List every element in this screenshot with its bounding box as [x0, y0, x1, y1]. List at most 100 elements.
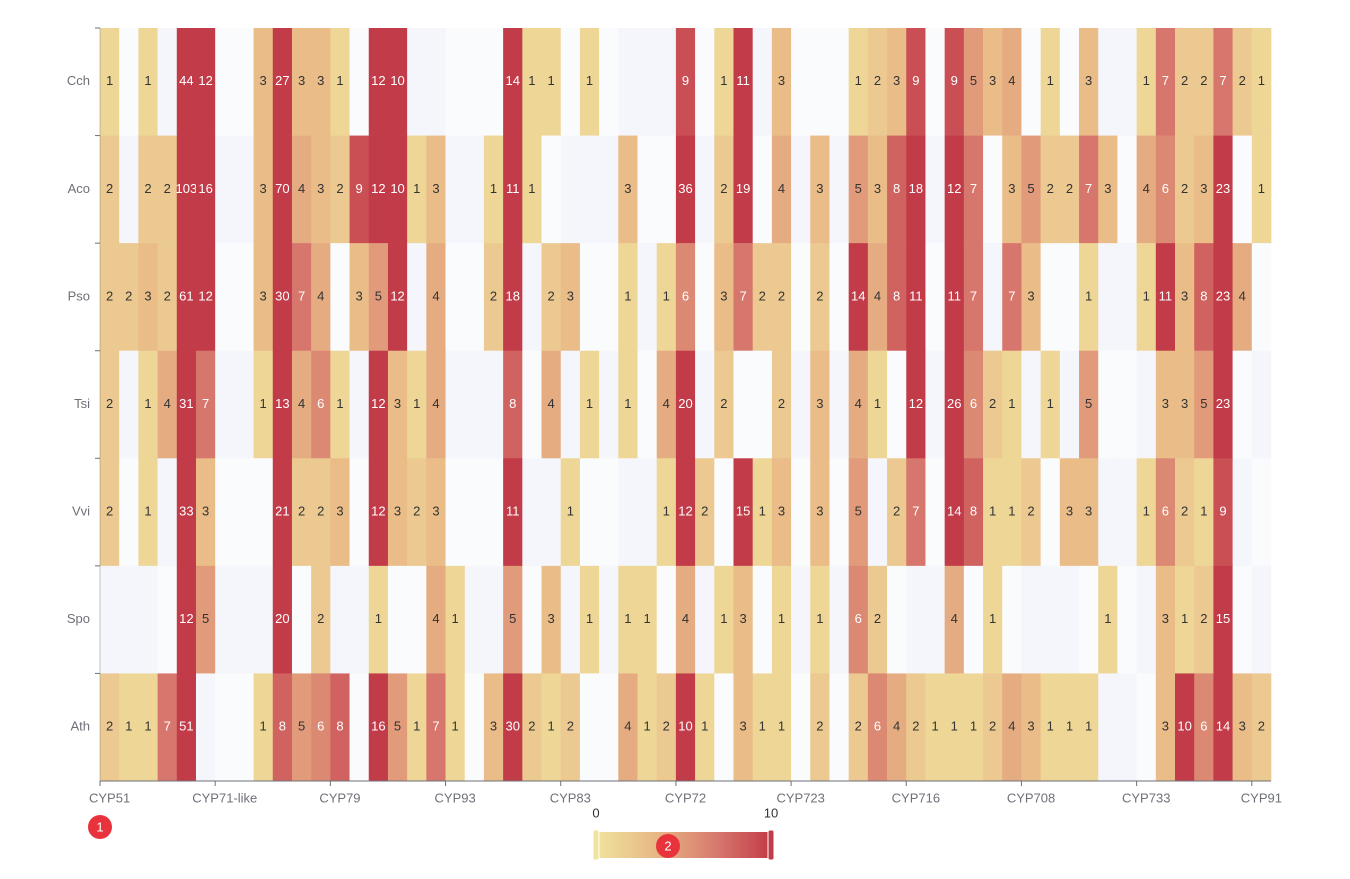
- heat-cell: [1175, 28, 1195, 136]
- heat-cell: [1136, 458, 1157, 567]
- empty-cell: [1098, 673, 1118, 782]
- cell-label: 1: [643, 719, 650, 734]
- x-tick-label: CYP79: [319, 790, 360, 805]
- cell-label: 1: [1181, 611, 1188, 626]
- cell-label: 12: [909, 396, 923, 411]
- heat-cell: [1213, 565, 1233, 674]
- heat-cell: [503, 673, 523, 782]
- cell-label: 5: [970, 73, 977, 88]
- cell-label: 3: [816, 504, 823, 519]
- cell-label: 1: [1008, 396, 1015, 411]
- heat-cell: [138, 28, 158, 136]
- cell-label: 1: [1008, 504, 1015, 519]
- cell-label: 1: [816, 611, 823, 626]
- cell-label: 1: [931, 719, 938, 734]
- empty-cell: [1117, 28, 1137, 136]
- heat-cell: [733, 243, 753, 352]
- cell-label: 9: [1219, 504, 1226, 519]
- heat-cell: [387, 458, 408, 567]
- empty-cell: [1251, 565, 1272, 674]
- cell-label: 5: [509, 611, 516, 626]
- empty-cell: [733, 350, 753, 459]
- heat-cell: [291, 458, 312, 567]
- cell-label: 1: [413, 181, 420, 196]
- heat-cell: [195, 458, 216, 567]
- heat-cell: [483, 673, 504, 782]
- empty-cell: [983, 135, 1003, 244]
- cell-label: 1: [1085, 288, 1092, 303]
- empty-cell: [1059, 350, 1080, 459]
- heat-cell: [253, 673, 274, 782]
- heat-cell: [944, 28, 965, 136]
- heat-cell: [867, 28, 888, 136]
- heat-cell: [291, 28, 312, 136]
- heat-cell: [176, 673, 197, 782]
- heat-cell: [1021, 135, 1041, 244]
- empty-cell: [829, 458, 849, 567]
- y-tick-label: Aco: [68, 181, 90, 196]
- heat-cell: [1002, 458, 1022, 567]
- heat-cell: [1079, 135, 1099, 244]
- cell-label: 2: [106, 181, 113, 196]
- heat-cell: [272, 28, 293, 136]
- heat-cell: [407, 350, 427, 459]
- cell-label: 2: [567, 719, 574, 734]
- cell-label: 4: [432, 611, 439, 626]
- empty-cell: [963, 565, 984, 674]
- heat-cell: [541, 243, 562, 352]
- heat-cell: [1040, 28, 1061, 136]
- heat-cell: [176, 565, 197, 674]
- y-tick-label: Vvi: [72, 504, 90, 519]
- cell-label: 1: [1143, 288, 1150, 303]
- cell-label: 12: [179, 611, 193, 626]
- cell-label: 7: [298, 288, 305, 303]
- cell-label: 6: [317, 719, 324, 734]
- empty-cell: [695, 565, 715, 674]
- cell-label: 6: [1162, 181, 1169, 196]
- heat-cell: [1155, 458, 1176, 567]
- empty-cell: [714, 673, 734, 782]
- cell-label: 4: [164, 396, 171, 411]
- cell-label: 12: [678, 504, 692, 519]
- cell-label: 1: [1143, 504, 1150, 519]
- cell-label: 6: [874, 719, 881, 734]
- heat-cell: [330, 135, 350, 244]
- empty-cell: [349, 350, 370, 459]
- cell-label: 2: [816, 719, 823, 734]
- cell-label: 20: [678, 396, 692, 411]
- heat-cell: [426, 243, 446, 352]
- heat-cell: [195, 28, 216, 136]
- x-tick-label: CYP51: [89, 790, 130, 805]
- heat-cell: [771, 243, 792, 352]
- cell-label: 61: [179, 288, 193, 303]
- heat-cell: [272, 565, 293, 674]
- cell-label: 4: [855, 396, 862, 411]
- heat-cell: [983, 673, 1003, 782]
- heat-cell: [963, 135, 984, 244]
- cell-label: 16: [198, 181, 212, 196]
- cell-label: 3: [336, 504, 343, 519]
- cell-label: 15: [736, 504, 750, 519]
- cell-label: 3: [624, 181, 631, 196]
- empty-cell: [1040, 458, 1061, 567]
- empty-cell: [464, 135, 485, 244]
- heat-cell: [1175, 673, 1195, 782]
- empty-cell: [656, 28, 677, 136]
- heat-cell: [1155, 350, 1176, 459]
- cell-label: 3: [1085, 73, 1092, 88]
- empty-cell: [349, 458, 370, 567]
- empty-cell: [637, 350, 658, 459]
- heat-cell: [733, 28, 753, 136]
- cell-label: 6: [1200, 719, 1207, 734]
- cell-label: 10: [390, 181, 404, 196]
- heat-cell: [541, 350, 562, 459]
- cell-label: 26: [947, 396, 961, 411]
- empty-cell: [522, 350, 542, 459]
- cell-label: 1: [548, 719, 555, 734]
- cell-label: 7: [739, 288, 746, 303]
- empty-cell: [157, 565, 178, 674]
- cell-label: 1: [624, 611, 631, 626]
- heat-cell: [407, 673, 427, 782]
- cell-label: 4: [874, 288, 881, 303]
